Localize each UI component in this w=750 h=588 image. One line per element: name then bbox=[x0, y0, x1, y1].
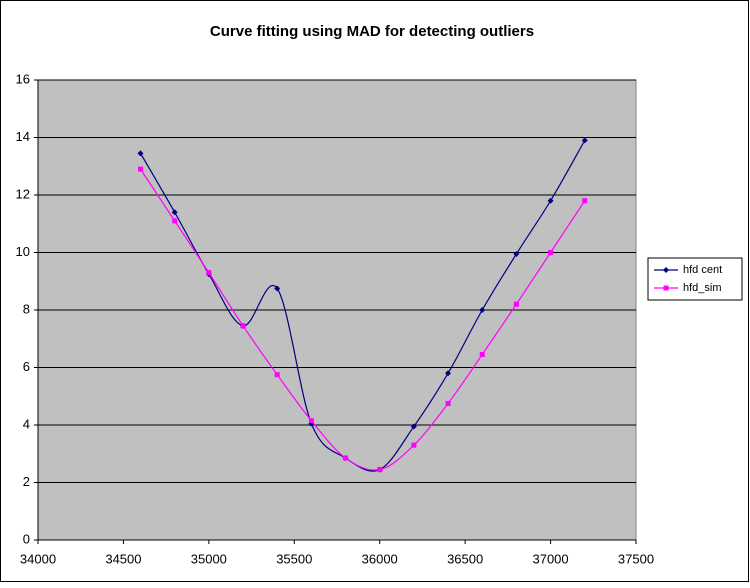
point bbox=[445, 400, 451, 406]
point bbox=[513, 250, 520, 257]
point bbox=[445, 370, 452, 377]
y-tick-label: 16 bbox=[16, 71, 30, 86]
point bbox=[548, 250, 554, 255]
y-tick-label: 8 bbox=[23, 301, 30, 316]
y-tick-label: 12 bbox=[16, 186, 30, 201]
y-tick-label: 14 bbox=[16, 129, 30, 144]
point bbox=[343, 455, 349, 461]
x-tick-label: 35500 bbox=[276, 551, 312, 566]
point bbox=[138, 166, 144, 172]
point bbox=[240, 323, 246, 329]
point bbox=[274, 285, 281, 292]
point bbox=[206, 270, 212, 276]
y-tick-label: 0 bbox=[23, 531, 30, 546]
x-tick-label: 35000 bbox=[191, 551, 227, 566]
legend-marker bbox=[663, 285, 669, 291]
legend bbox=[647, 257, 743, 301]
y-tick-label: 10 bbox=[16, 244, 30, 259]
point bbox=[171, 209, 178, 216]
point bbox=[513, 301, 519, 307]
point bbox=[479, 352, 485, 358]
x-tick-label: 36000 bbox=[362, 551, 398, 566]
point bbox=[547, 197, 554, 204]
point bbox=[377, 467, 383, 473]
legend-label: hfd_sim bbox=[683, 282, 722, 294]
x-tick-label: 37500 bbox=[618, 551, 654, 566]
x-tick-label: 37000 bbox=[532, 551, 568, 566]
point bbox=[274, 372, 280, 378]
point bbox=[582, 198, 588, 204]
point bbox=[137, 150, 144, 157]
x-tick-label: 34500 bbox=[105, 551, 141, 566]
point bbox=[308, 418, 314, 424]
y-tick-label: 2 bbox=[23, 474, 30, 489]
legend-marker bbox=[663, 267, 669, 273]
point bbox=[411, 442, 417, 448]
point bbox=[581, 137, 588, 144]
series-line bbox=[140, 168, 586, 471]
y-tick-label: 6 bbox=[23, 359, 30, 374]
legend-label: hfd cent bbox=[683, 264, 722, 276]
point bbox=[172, 218, 178, 224]
chart-title: Curve fitting using MAD for detecting ou… bbox=[210, 23, 534, 40]
x-tick-label: 36500 bbox=[447, 551, 483, 566]
point bbox=[410, 423, 417, 430]
y-tick-label: 4 bbox=[23, 416, 30, 431]
point bbox=[479, 307, 486, 313]
x-tick-label: 34000 bbox=[20, 551, 56, 566]
